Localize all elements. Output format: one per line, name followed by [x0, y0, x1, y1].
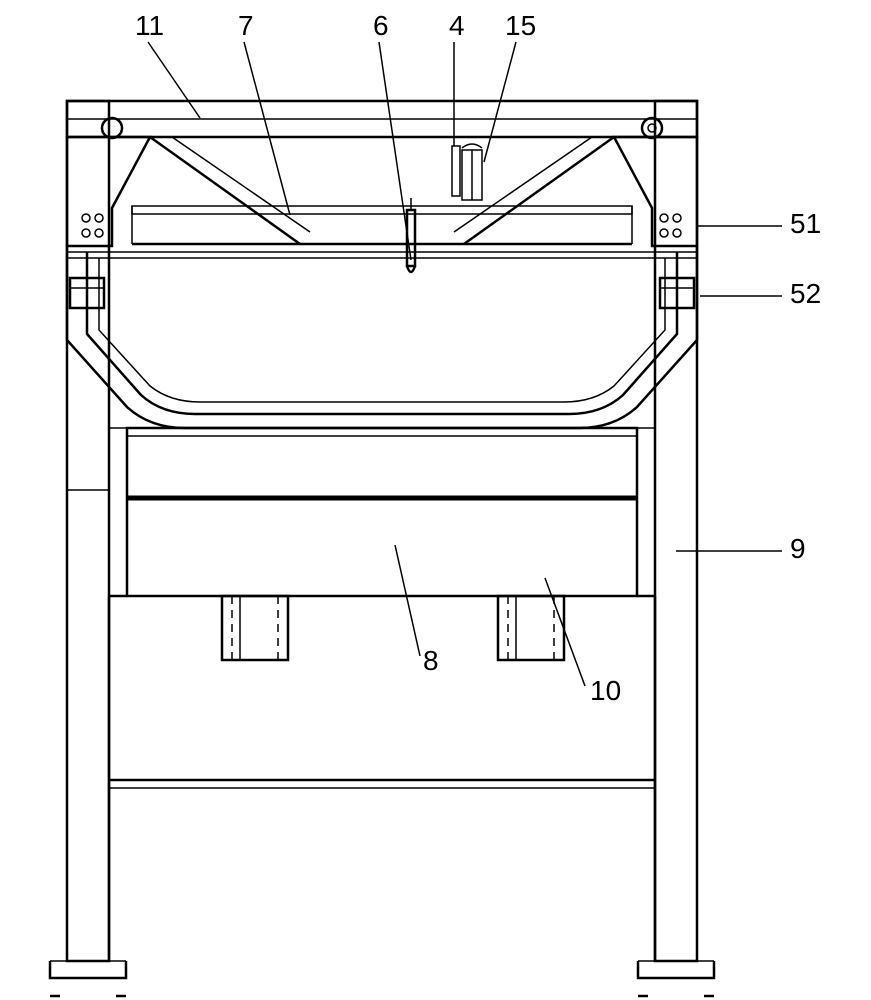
leader-line — [244, 42, 290, 215]
callout-label-10: 10 — [590, 675, 621, 706]
callout-label-51: 51 — [790, 208, 821, 239]
callout-label-52: 52 — [790, 278, 821, 309]
callout-label-15: 15 — [505, 10, 536, 41]
leader-line — [379, 42, 411, 260]
leader-line — [148, 42, 200, 118]
callout-label-9: 9 — [790, 533, 806, 564]
callout-label-11: 11 — [135, 10, 164, 41]
leader-line — [545, 578, 585, 686]
leader-line — [395, 545, 420, 656]
callout-label-4: 4 — [449, 10, 465, 41]
callout-label-8: 8 — [423, 645, 439, 676]
callout-label-6: 6 — [373, 10, 389, 41]
callout-label-7: 7 — [238, 10, 254, 41]
